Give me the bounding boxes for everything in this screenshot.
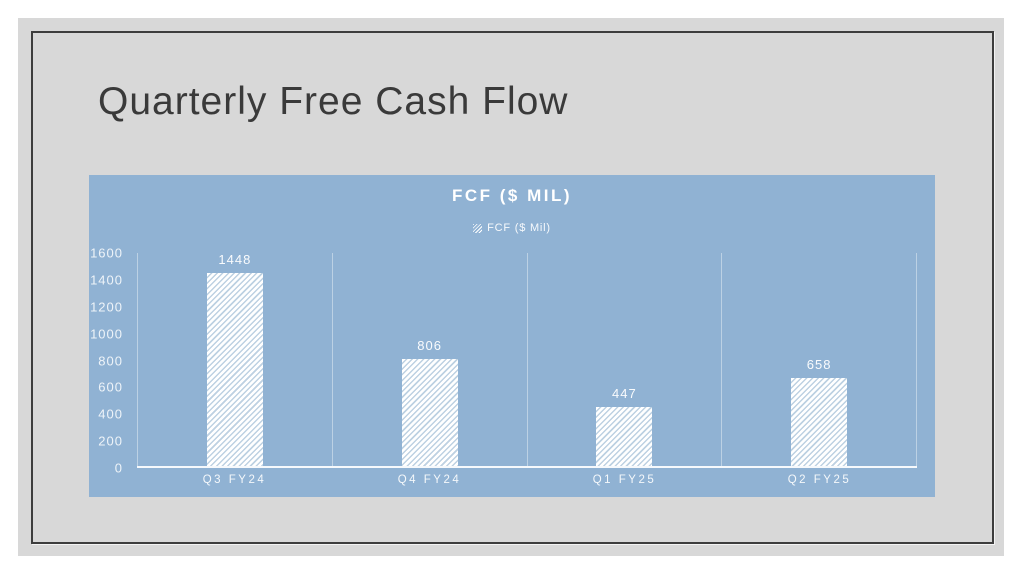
bar-data-label: 447: [612, 385, 637, 401]
chart-legend: FCF ($ Mil): [89, 222, 935, 234]
x-axis-label: Q4 FY24: [397, 474, 462, 486]
x-axis-label: Q2 FY25: [787, 474, 852, 486]
y-tick-label: 600: [98, 379, 123, 395]
chart-column: 658: [721, 253, 917, 466]
slide-border-frame: [31, 31, 994, 544]
chart-title: FCF ($ MIL): [451, 186, 573, 205]
y-tick-label: 400: [98, 406, 123, 422]
y-tick-label: 1400: [90, 272, 123, 288]
slide-title: Quarterly Free Cash Flow: [98, 80, 569, 123]
bar-q3-fy24: [206, 273, 263, 466]
y-tick-label: 200: [98, 433, 123, 449]
bar-data-label: 1448: [218, 252, 252, 268]
y-tick-label: 1600: [90, 245, 123, 261]
x-axis-label: Q3 FY24: [202, 474, 267, 486]
chart-column: 1448: [137, 252, 332, 466]
fcf-bar-chart: FCF ($ MIL) FCF ($ Mil) 0 200 400 600 800 100…: [89, 175, 935, 497]
bar-q2-fy25: [791, 378, 848, 466]
y-axis: 0 200 400 600 800 1000 1200 1400 1600: [89, 246, 131, 476]
chart-column: 447: [526, 253, 722, 466]
chart-column: 806: [331, 253, 527, 466]
bar-q1-fy25: [596, 406, 653, 466]
y-tick-label: 0: [114, 460, 123, 476]
bar-data-label: 658: [806, 357, 832, 373]
legend-hatch-swatch-icon: [473, 223, 483, 233]
y-tick-label: 800: [98, 353, 123, 368]
presentation-slide: Quarterly Free Cash Flow FCF ($ MIL) FCF…: [18, 18, 1004, 556]
y-tick-label: 1200: [90, 299, 123, 315]
y-tick-label: 1000: [90, 326, 123, 342]
legend-label: FCF ($ Mil): [487, 222, 551, 234]
x-axis-labels: Q3 FY24 Q4 FY24 Q1 FY25 Q2 FY25: [137, 474, 917, 486]
bar-data-label: 806: [417, 337, 442, 353]
x-axis-label: Q1 FY25: [592, 474, 657, 486]
bar-q4-fy24: [401, 358, 458, 466]
plot-area: 1448 806 447 658: [137, 252, 917, 468]
